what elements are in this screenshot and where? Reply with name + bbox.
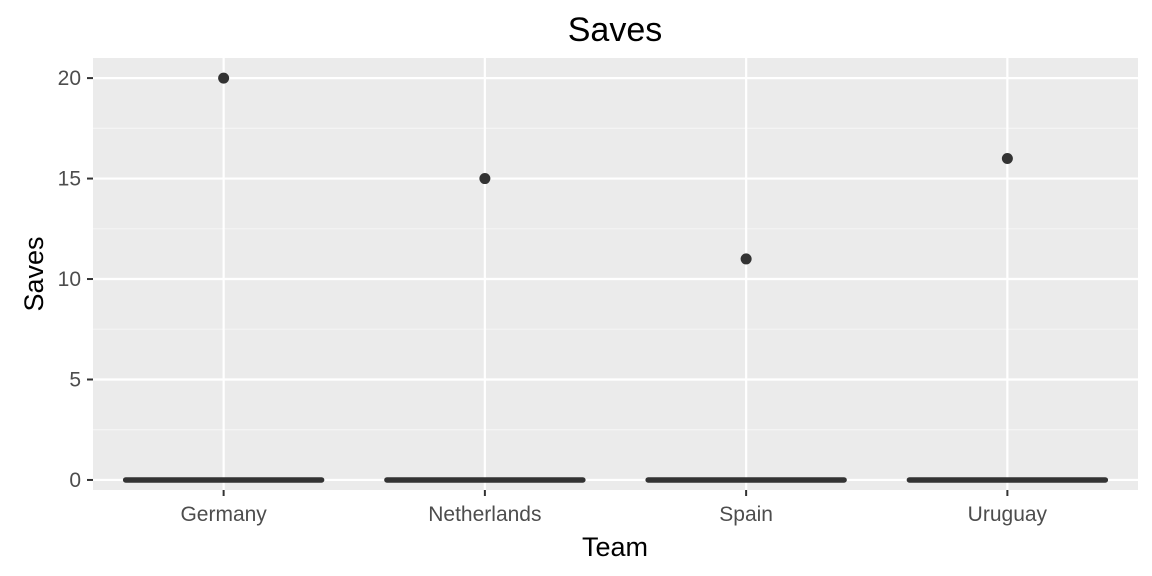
x-axis-title: Team	[582, 532, 648, 562]
x-axis: Germany Netherlands Spain Uruguay	[180, 490, 1048, 526]
x-tick-label: Spain	[719, 503, 773, 526]
outlier-point	[1001, 152, 1013, 164]
outlier-point	[740, 253, 752, 265]
y-axis: 0 5 10 15 20	[58, 67, 93, 492]
y-tick-label: 15	[58, 168, 81, 191]
outlier-point	[218, 72, 230, 84]
plot-panel	[93, 58, 1138, 490]
y-tick-label: 20	[58, 67, 81, 90]
x-tick-label: Uruguay	[968, 503, 1048, 526]
chart-title: Saves	[568, 11, 663, 49]
x-tick-label: Netherlands	[428, 503, 541, 526]
outlier-point	[479, 173, 491, 185]
x-tick-label: Germany	[180, 503, 267, 526]
grid-major-lines	[93, 58, 1138, 490]
y-axis-title: Saves	[19, 236, 49, 311]
y-tick-label: 10	[58, 268, 81, 291]
y-tick-label: 0	[69, 469, 81, 492]
grid-minor-lines	[93, 127, 1138, 431]
y-tick-label: 5	[69, 368, 81, 391]
outlier-points	[218, 72, 1013, 265]
